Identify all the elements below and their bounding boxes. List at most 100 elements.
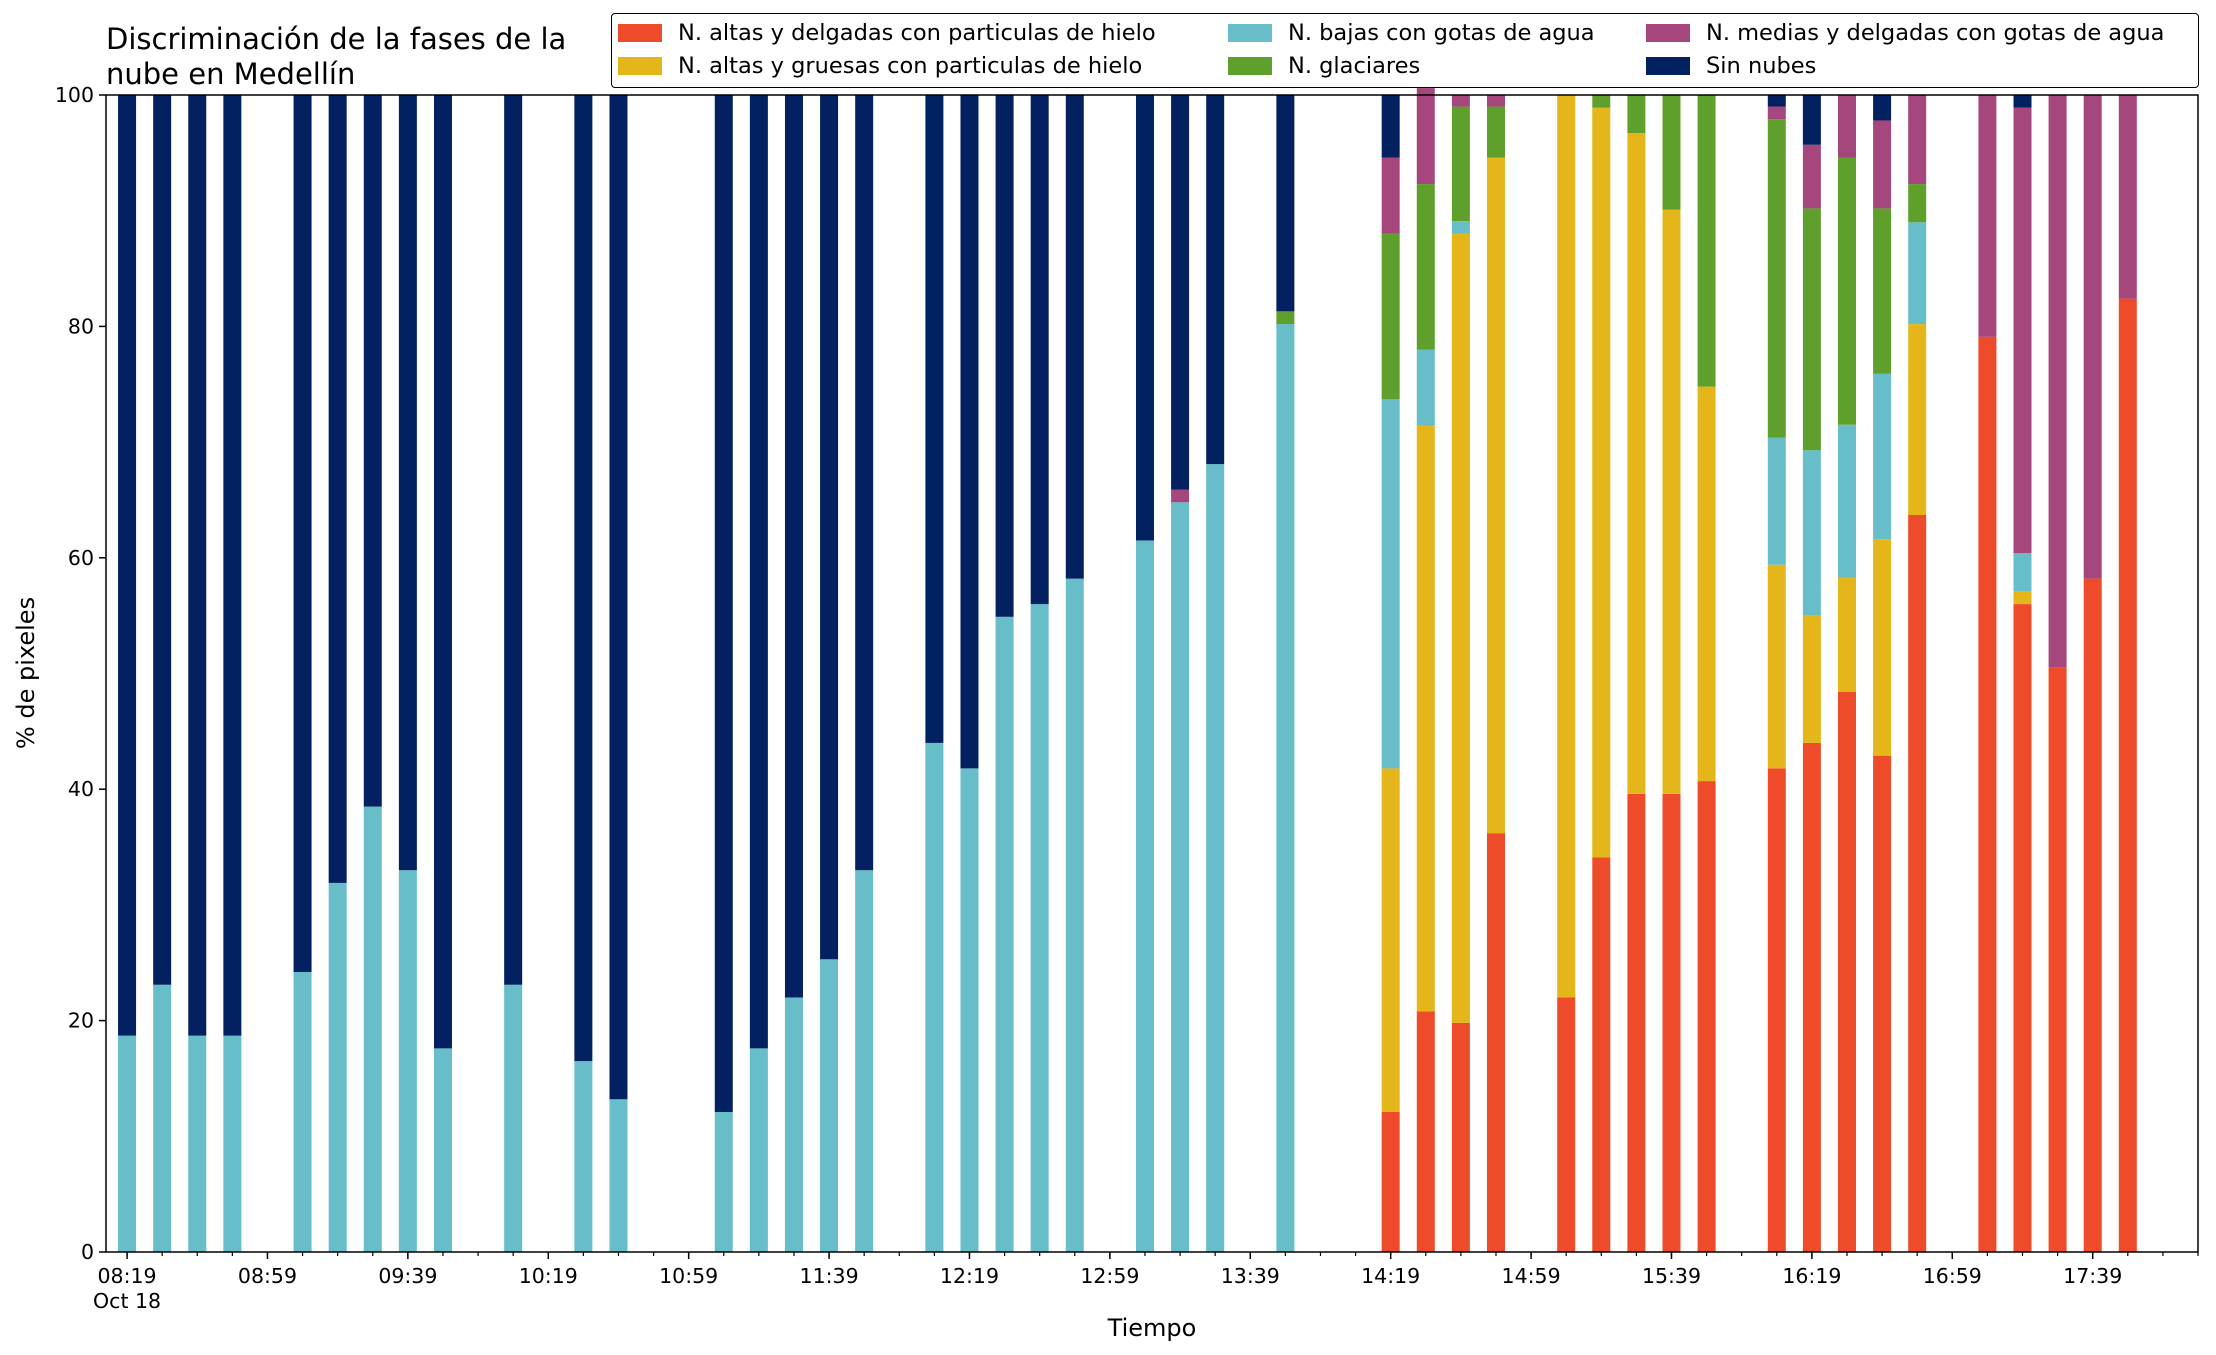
- chart-title: Discriminación de la fases de la nube en…: [106, 22, 626, 92]
- bar-segment-sin-nubes: [433, 95, 452, 1049]
- x-tick-label: 14:59: [1502, 1264, 1561, 1288]
- bar-segment-sin-nubes: [925, 95, 944, 743]
- bar-segment-n-altas-y-gruesas-con-particulas-de-hielo: [1837, 577, 1856, 693]
- bar-segment-n-bajas-con-gotas-de-agua: [574, 1061, 593, 1252]
- bar-segment-sin-nubes: [1065, 95, 1084, 579]
- bar-segment-sin-nubes: [1276, 95, 1295, 312]
- bar-segment-n-glaciares: [1908, 184, 1927, 223]
- legend-item-n-bajas-con-gotas-de-agua: N. bajas con gotas de agua: [1228, 17, 1595, 49]
- bar-segment-n-medias-y-delgadas-con-gotas-de-agua: [1908, 95, 1927, 185]
- bar-segment-n-medias-y-delgadas-con-gotas-de-agua: [1978, 95, 1997, 337]
- bar-segment-n-altas-y-delgadas-con-particulas-de-hielo: [1451, 1022, 1470, 1252]
- bar-segment-n-glaciares: [1592, 95, 1611, 108]
- bar-segment-n-glaciares: [1662, 95, 1681, 210]
- bar-segment-n-bajas-con-gotas-de-agua: [995, 616, 1014, 1252]
- axes-frame: [105, 94, 2199, 1253]
- legend-item-n-medias-y-delgadas-con-gotas-de-agua: N. medias y delgadas con gotas de agua: [1646, 17, 2164, 49]
- legend-swatch: [1228, 24, 1272, 42]
- legend-item-n-altas-y-gruesas-con-particulas-de-hielo: N. altas y gruesas con particulas de hie…: [618, 50, 1142, 82]
- bar-segment-sin-nubes: [118, 95, 137, 1036]
- bar-segment-n-bajas-con-gotas-de-agua: [293, 972, 312, 1252]
- bar-segment-n-bajas-con-gotas-de-agua: [749, 1048, 768, 1252]
- bar-segment-n-bajas-con-gotas-de-agua: [855, 870, 874, 1252]
- y-tick-label: 100: [55, 83, 94, 107]
- bar-segment-sin-nubes: [504, 95, 523, 985]
- chart-title-line-2: nube en Medellín: [106, 57, 356, 91]
- legend-item-n-altas-y-delgadas-con-particulas-de-hielo: N. altas y delgadas con particulas de hi…: [618, 17, 1156, 49]
- bar-segment-n-altas-y-gruesas-con-particulas-de-hielo: [1802, 615, 1821, 743]
- bar-segment-n-glaciares: [1837, 157, 1856, 425]
- x-tick-label: 08:19: [98, 1264, 157, 1288]
- bar-segment-n-altas-y-gruesas-con-particulas-de-hielo: [1486, 157, 1505, 834]
- bar-segment-n-altas-y-delgadas-con-particulas-de-hielo: [1381, 1112, 1400, 1252]
- bar-segment-sin-nubes: [609, 95, 628, 1100]
- bar-segment-n-altas-y-delgadas-con-particulas-de-hielo: [1697, 781, 1716, 1252]
- bar-segment-n-bajas-con-gotas-de-agua: [1416, 349, 1435, 426]
- bar-segment-sin-nubes: [1873, 95, 1892, 121]
- bar-segment-sin-nubes: [363, 95, 382, 807]
- y-axis: 0 20 40 60 80 100: [55, 83, 106, 1264]
- x-tick-label: 08:59: [238, 1264, 297, 1288]
- bar-segment-n-bajas-con-gotas-de-agua: [118, 1035, 137, 1252]
- bar-segment-sin-nubes: [328, 95, 347, 883]
- bar-segment-n-bajas-con-gotas-de-agua: [1451, 221, 1470, 234]
- bar-segment-n-bajas-con-gotas-de-agua: [820, 959, 839, 1252]
- bar-segment-n-altas-y-gruesas-con-particulas-de-hielo: [1416, 425, 1435, 1012]
- bar-segment-n-bajas-con-gotas-de-agua: [1381, 399, 1400, 769]
- bar-segment-n-bajas-con-gotas-de-agua: [153, 984, 172, 1252]
- bar-segment-n-altas-y-delgadas-con-particulas-de-hielo: [1873, 755, 1892, 1252]
- bar-segment-sin-nubes: [188, 95, 207, 1036]
- x-tick-label: 12:59: [1080, 1264, 1139, 1288]
- bar-segment-n-bajas-con-gotas-de-agua: [433, 1048, 452, 1252]
- bar-segment-n-altas-y-delgadas-con-particulas-de-hielo: [1486, 833, 1505, 1252]
- bar-segment-sin-nubes: [995, 95, 1014, 617]
- bar-segment-n-altas-y-gruesas-con-particulas-de-hielo: [1697, 386, 1716, 782]
- bar-segment-n-medias-y-delgadas-con-gotas-de-agua: [2083, 95, 2102, 579]
- bar-segment-n-medias-y-delgadas-con-gotas-de-agua: [2013, 107, 2032, 554]
- legend-label: N. glaciares: [1288, 53, 1421, 79]
- bar-segment-n-glaciares: [1381, 233, 1400, 400]
- bar-segment-sin-nubes: [223, 95, 242, 1036]
- bar-segment-sin-nubes: [293, 95, 312, 973]
- bar-segment-n-bajas-con-gotas-de-agua: [714, 1112, 733, 1252]
- legend-label: N. bajas con gotas de agua: [1288, 20, 1595, 46]
- bar-segment-sin-nubes: [1030, 95, 1049, 605]
- bar-segment-n-altas-y-delgadas-con-particulas-de-hielo: [1662, 793, 1681, 1252]
- bar-segment-n-bajas-con-gotas-de-agua: [328, 882, 347, 1252]
- bar-segment-n-bajas-con-gotas-de-agua: [1206, 464, 1225, 1253]
- bar-segment-n-altas-y-delgadas-con-particulas-de-hielo: [1627, 793, 1646, 1252]
- bar-segment-n-altas-y-delgadas-con-particulas-de-hielo: [2013, 604, 2032, 1252]
- y-tick-label: 0: [81, 1240, 94, 1264]
- x-tick-label: 16:59: [1923, 1264, 1982, 1288]
- bar-segment-n-altas-y-gruesas-con-particulas-de-hielo: [1451, 233, 1470, 1023]
- y-tick-label: 40: [68, 777, 94, 801]
- bar-segment-n-medias-y-delgadas-con-gotas-de-agua: [1873, 120, 1892, 209]
- bar-segment-sin-nubes: [1381, 95, 1400, 158]
- legend-label: N. altas y delgadas con particulas de hi…: [678, 20, 1156, 46]
- bar-segment-n-bajas-con-gotas-de-agua: [188, 1035, 207, 1252]
- bar-segment-sin-nubes: [784, 95, 803, 998]
- bar-segment-n-altas-y-gruesas-con-particulas-de-hielo: [1627, 133, 1646, 794]
- bar-segment-sin-nubes: [855, 95, 874, 871]
- x-tick-label: 16:19: [1782, 1264, 1841, 1288]
- bar-segment-n-bajas-con-gotas-de-agua: [1135, 540, 1154, 1252]
- y-tick-label: 60: [68, 546, 94, 570]
- bar-segment-n-bajas-con-gotas-de-agua: [504, 984, 523, 1252]
- bar-segment-n-medias-y-delgadas-con-gotas-de-agua: [1416, 88, 1435, 185]
- bar-segment-n-glaciares: [1451, 106, 1470, 222]
- bar-segment-n-altas-y-delgadas-con-particulas-de-hielo: [2083, 578, 2102, 1252]
- x-tick-label: 11:39: [800, 1264, 859, 1288]
- legend: N. altas y delgadas con particulas de hi…: [611, 13, 2199, 88]
- bar-segment-sin-nubes: [2013, 95, 2032, 108]
- bar-segment-sin-nubes: [714, 95, 733, 1112]
- bar-segment-sin-nubes: [1206, 95, 1225, 465]
- legend-swatch: [618, 24, 662, 42]
- bar-segment-n-altas-y-delgadas-con-particulas-de-hielo: [1592, 857, 1611, 1252]
- bar-segment-n-altas-y-gruesas-con-particulas-de-hielo: [1662, 209, 1681, 794]
- legend-label: Sin nubes: [1706, 53, 1817, 79]
- legend-label: N. altas y gruesas con particulas de hie…: [678, 53, 1143, 79]
- bar-segment-n-bajas-con-gotas-de-agua: [1030, 604, 1049, 1252]
- bar-segment-sin-nubes: [153, 95, 172, 985]
